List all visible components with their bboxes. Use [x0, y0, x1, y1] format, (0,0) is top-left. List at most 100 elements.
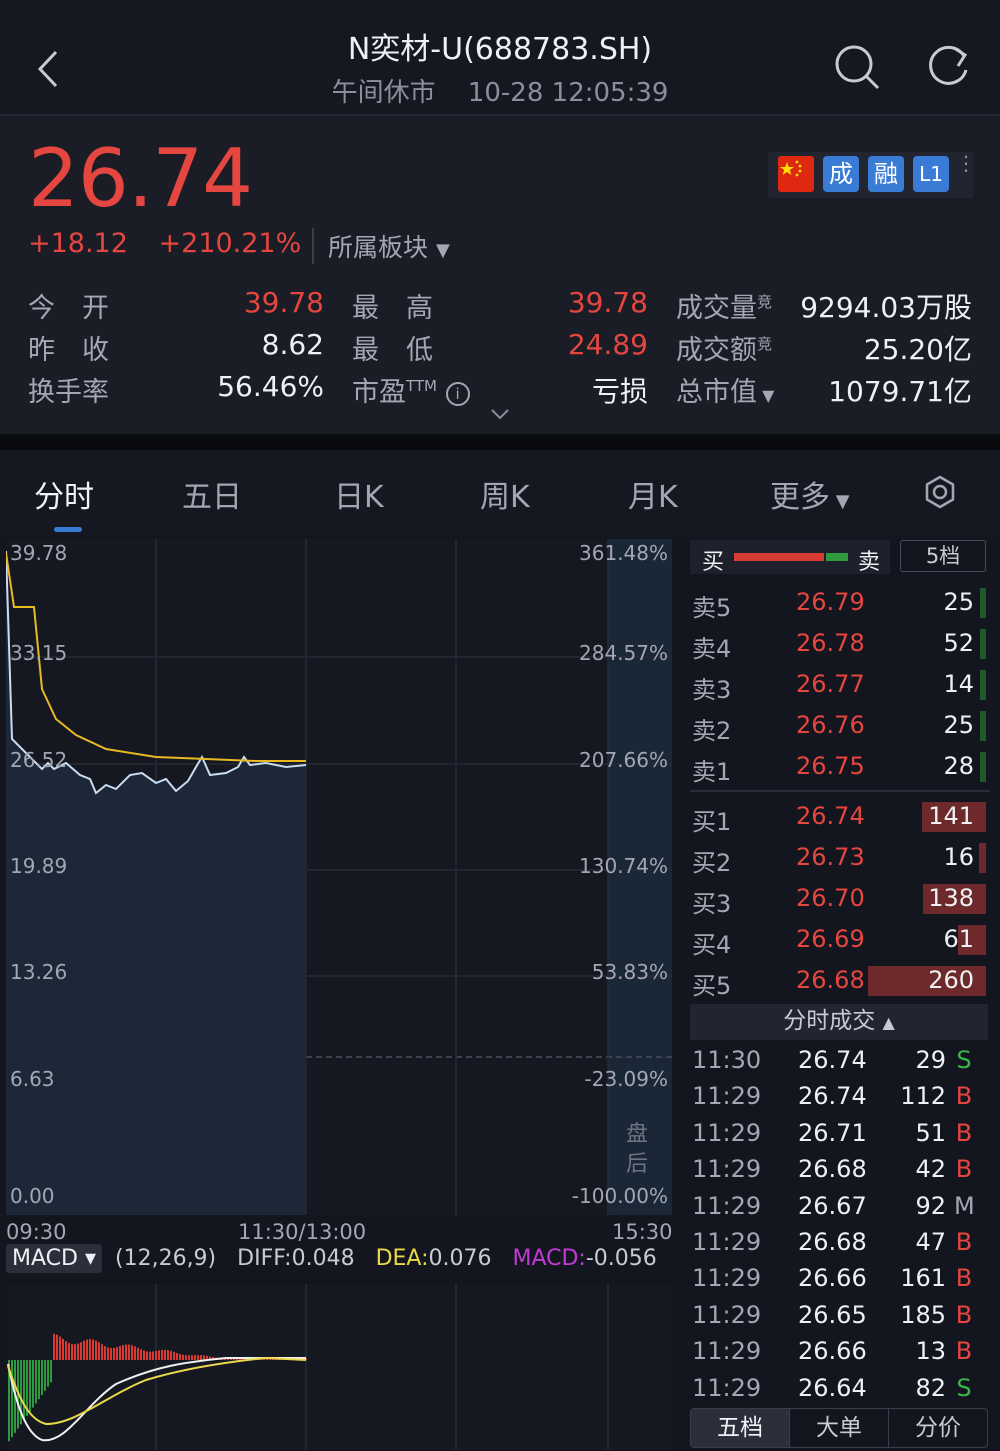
level-label: 卖2: [692, 717, 732, 745]
macd-histogram-bar: [80, 1342, 82, 1360]
macd-histogram-bar: [20, 1360, 22, 1425]
macd-histogram-bar: [179, 1353, 181, 1360]
macd-histogram-bar: [140, 1349, 142, 1360]
y-tick-right: -23.09%: [584, 1067, 668, 1091]
ask-row[interactable]: 卖1 26.75 28: [690, 746, 990, 786]
prev-close-value: 8.62: [261, 328, 324, 361]
macd-histogram-bar: [200, 1355, 202, 1360]
trade-price: 26.67: [798, 1191, 867, 1220]
bid-row[interactable]: 买1 26.74 141: [690, 796, 990, 836]
macd-histogram-bar: [110, 1347, 112, 1360]
turnover-label: 换手率: [28, 377, 109, 408]
time-tick: 09:30: [6, 1220, 67, 1244]
macd-histogram-bar: [158, 1350, 160, 1360]
tab-five-levels[interactable]: 五档: [691, 1409, 790, 1447]
bid-row[interactable]: 买4 26.69 61: [690, 919, 990, 959]
amount-value: 25.20亿: [863, 333, 972, 366]
tab-large-orders[interactable]: 大单: [790, 1409, 889, 1447]
open-label: 今 开: [28, 293, 109, 324]
settings-icon[interactable]: [922, 474, 958, 510]
bid-row[interactable]: 买5 26.68 260: [690, 960, 990, 1000]
trade-row: 11:29 26.64 82 S: [690, 1370, 990, 1406]
tab-price-distribution[interactable]: 分价: [915, 1415, 961, 1441]
trade-row: 11:29 26.66 161 B: [690, 1260, 990, 1296]
ask-row[interactable]: 卖3 26.77 14: [690, 664, 990, 704]
trade-row: 11:29 26.67 92 M: [690, 1188, 990, 1224]
tab-more[interactable]: 更多 ▼: [770, 480, 850, 515]
orderbook-divider: [690, 790, 990, 792]
macd-histogram-bar: [83, 1340, 85, 1360]
chevron-left-icon: [37, 50, 58, 88]
level-label: 卖4: [692, 635, 732, 663]
trade-row: 11:29 26.68 42 B: [690, 1151, 990, 1187]
level-label: 买3: [692, 890, 732, 918]
tab-monthly-k[interactable]: 月K: [628, 480, 678, 515]
tab-five-day[interactable]: 五日: [182, 480, 242, 515]
level-price: 26.68: [796, 966, 865, 994]
volume-bar: [868, 966, 986, 996]
level-price: 26.77: [796, 670, 865, 698]
trade-time: 11:29: [692, 1264, 762, 1293]
macd-histogram-bar: [152, 1351, 154, 1360]
trade-side: B: [955, 1118, 973, 1147]
high-label: 最 高: [352, 293, 433, 324]
market-cap-dropdown[interactable]: 总市值 ▼: [676, 377, 775, 408]
badge-financing: 融: [868, 156, 904, 192]
bid-row[interactable]: 买3 26.70 138: [690, 878, 990, 918]
trade-side: M: [954, 1191, 975, 1220]
macd-histogram-bar: [185, 1355, 187, 1360]
macd-histogram-bar: [131, 1345, 133, 1360]
expand-chevron-icon[interactable]: [488, 404, 512, 424]
macd-histogram-bar: [134, 1346, 136, 1360]
trade-time: 11:29: [692, 1082, 762, 1111]
intraday-chart[interactable]: [5, 539, 672, 1215]
sector-dropdown[interactable]: 所属板块 ▼: [312, 228, 450, 264]
tab-weekly-k[interactable]: 周K: [480, 480, 530, 515]
macd-histogram-bar: [146, 1351, 148, 1360]
macd-chart: [6, 1284, 672, 1450]
change-value: +18.12: [28, 228, 128, 259]
trade-time: 11:29: [692, 1118, 762, 1147]
ask-row[interactable]: 卖2 26.76 25: [690, 705, 990, 745]
bid-row[interactable]: 买2 26.73 16: [690, 837, 990, 877]
back-button[interactable]: [30, 44, 70, 94]
ask-row[interactable]: 卖5 26.79 25: [690, 582, 990, 622]
macd-histogram-bar: [194, 1355, 196, 1360]
trade-time: 11:29: [692, 1373, 762, 1402]
macd-histogram-bar: [266, 1358, 268, 1360]
macd-histogram-bar: [8, 1360, 10, 1442]
y-tick-left: 0.00: [10, 1184, 55, 1208]
tab-daily-k[interactable]: 日K: [334, 480, 384, 515]
tab-intraday[interactable]: 分时: [34, 480, 94, 515]
pe-label[interactable]: 市盈TTM i: [352, 370, 470, 409]
trades-header[interactable]: 分时成交 ▲: [690, 1004, 988, 1040]
y-tick-left: 19.89: [10, 854, 68, 878]
refresh-button[interactable]: [924, 42, 974, 92]
price-area: [6, 551, 306, 1215]
macd-histogram-bar: [71, 1344, 73, 1360]
more-vertical-icon[interactable]: ⋮: [956, 151, 976, 175]
price-line: [5, 550, 307, 795]
trade-side: B: [955, 1300, 973, 1329]
ask-row[interactable]: 卖4 26.78 52: [690, 623, 990, 663]
trade-volume: 161: [900, 1264, 946, 1293]
depth-button[interactable]: 5档: [900, 540, 986, 572]
macd-histogram-bar: [230, 1358, 232, 1360]
caret-down-icon: ▼: [435, 240, 450, 261]
info-icon[interactable]: i: [445, 381, 470, 406]
level-label: 买5: [692, 972, 732, 1000]
trade-time: 11:29: [692, 1300, 762, 1329]
badge-margin: 成: [823, 156, 859, 192]
datetime-text: 10-28 12:05:39: [467, 78, 669, 108]
y-tick-left: 33.15: [10, 641, 68, 665]
macd-histogram-bar: [137, 1347, 139, 1360]
sector-label: 所属板块: [328, 233, 429, 262]
volume-bar: [980, 588, 986, 618]
macd-diff: DIFF:0.048: [237, 1246, 355, 1271]
trade-side: B: [955, 1228, 973, 1256]
search-button[interactable]: [832, 42, 882, 92]
trade-volume: 112: [900, 1082, 946, 1111]
macd-selector[interactable]: MACD ▾: [6, 1244, 102, 1273]
trade-row: 11:30 26.74 29 S: [690, 1042, 990, 1078]
trade-volume: 13: [915, 1337, 946, 1366]
